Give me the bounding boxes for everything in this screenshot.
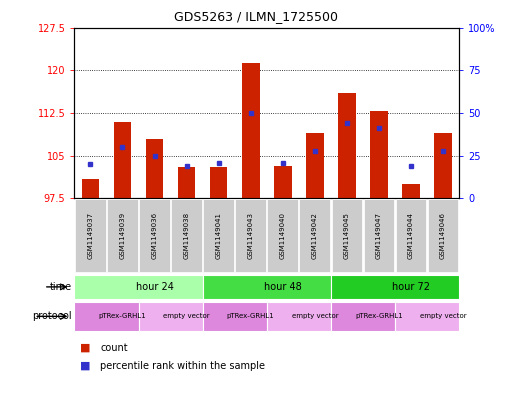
Text: ■: ■ [80,361,90,371]
Bar [331,302,395,331]
Text: GSM1149041: GSM1149041 [215,212,222,259]
Text: protocol: protocol [32,311,72,321]
Bar [267,302,331,331]
Bar [203,199,234,272]
Text: pTRex-GRHL1: pTRex-GRHL1 [98,313,146,320]
Text: GSM1149036: GSM1149036 [151,212,157,259]
Bar [306,133,324,198]
Bar [210,167,227,198]
Text: hour 24: hour 24 [135,282,173,292]
Text: count: count [100,343,128,353]
Text: empty vector: empty vector [291,313,338,320]
Text: GSM1149047: GSM1149047 [376,212,382,259]
Text: empty vector: empty vector [163,313,210,320]
Bar [364,199,394,272]
Bar [331,199,362,272]
Text: hour 72: hour 72 [392,282,430,292]
Bar [396,199,426,272]
Bar [146,139,163,198]
Bar [74,274,203,299]
Bar [114,121,131,198]
Bar [242,63,260,198]
Bar [107,199,138,272]
Bar [203,274,331,299]
Bar [331,274,459,299]
Bar [235,199,266,272]
Bar [395,302,459,331]
Bar [370,111,388,198]
Bar [75,199,106,272]
Text: hour 48: hour 48 [264,282,302,292]
Bar [82,178,99,198]
Text: GSM1149042: GSM1149042 [312,212,318,259]
Bar [139,302,203,331]
Text: pTRex-GRHL1: pTRex-GRHL1 [355,313,403,320]
Bar [178,167,195,198]
Text: GSM1149044: GSM1149044 [408,212,414,259]
Text: percentile rank within the sample: percentile rank within the sample [100,361,265,371]
Text: GSM1149037: GSM1149037 [87,212,93,259]
Bar [274,166,291,198]
Text: GSM1149046: GSM1149046 [440,212,446,259]
Text: pTRex-GRHL1: pTRex-GRHL1 [227,313,274,320]
Bar [139,199,170,272]
Bar [267,199,298,272]
Text: GSM1149038: GSM1149038 [184,212,190,259]
Text: GSM1149039: GSM1149039 [120,212,126,259]
Bar [428,199,459,272]
Bar [435,133,452,198]
Bar [300,199,330,272]
Text: GDS5263 / ILMN_1725500: GDS5263 / ILMN_1725500 [174,10,339,23]
Bar [74,302,139,331]
Text: ■: ■ [80,343,90,353]
Text: GSM1149045: GSM1149045 [344,212,350,259]
Text: time: time [50,282,72,292]
Bar [402,184,420,198]
Text: GSM1149040: GSM1149040 [280,212,286,259]
Text: empty vector: empty vector [420,313,466,320]
Bar [203,302,267,331]
Bar [338,93,356,198]
Text: GSM1149043: GSM1149043 [248,212,254,259]
Bar [171,199,202,272]
